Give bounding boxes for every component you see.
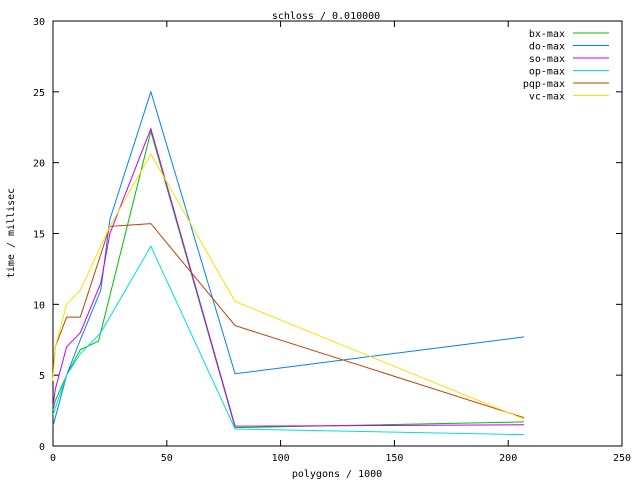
x-tick-label: 0 [50,453,56,464]
x-axis-label: polygons / 1000 [292,469,382,480]
legend-label: pqp-max [523,79,565,90]
x-tick-label: 150 [385,453,403,464]
series-line-so-max [52,127,525,427]
y-tick-label: 20 [33,159,45,170]
y-tick-label: 15 [33,230,45,241]
y-tick-label: 5 [39,371,45,382]
x-tick-label: 200 [499,453,517,464]
series-line-do-max [52,90,525,427]
x-tick-label: 50 [161,453,173,464]
legend-label: vc-max [529,92,565,103]
y-tick-label: 25 [33,88,45,99]
x-tick-label: 250 [613,453,631,464]
x-tick-label: 100 [272,453,290,464]
y-axis-label: time / millisec [6,188,17,278]
series-line-pqp-max [52,223,525,419]
series-line-op-max [52,245,525,436]
y-tick-label: 10 [33,300,45,311]
y-tick-label: 30 [33,17,45,28]
legend-label: so-max [529,54,565,65]
series-line-vc-max [52,153,525,420]
legend-label: do-max [529,42,565,53]
legend-label: bx-max [529,29,565,40]
legend-label: op-max [529,67,565,78]
y-tick-label: 0 [39,442,45,453]
chart-title: schloss / 0.010000 [272,11,380,22]
